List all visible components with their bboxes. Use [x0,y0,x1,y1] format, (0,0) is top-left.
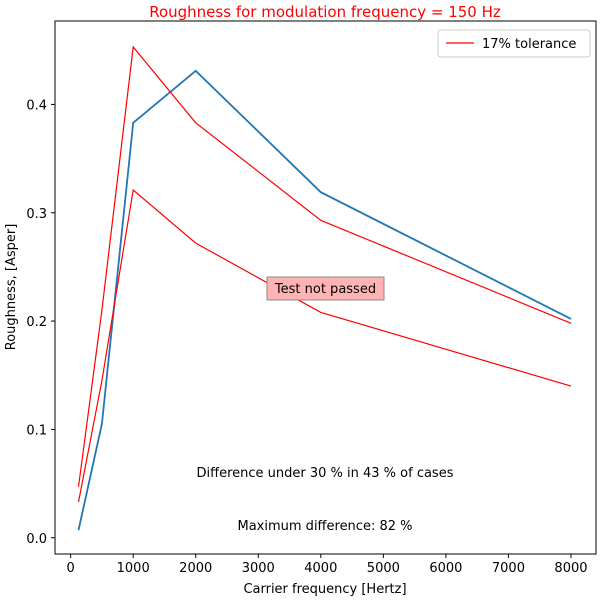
x-tick-label: 1000 [117,561,150,576]
x-tick-label: 4000 [304,561,337,576]
legend: 17% tolerance [437,29,591,58]
y-axis-label: Roughness, [Asper] [4,224,19,351]
status-text: Test not passed [274,282,376,297]
chart-title: Roughness for modulation frequency = 150… [149,3,501,21]
y-tick-label: 0.1 [26,423,47,438]
x-tick-label: 5000 [367,561,400,576]
x-axis: 0 1000 2000 3000 4000 5000 6000 7000 8000 [66,554,588,576]
x-axis-label: Carrier frequency [Hertz] [243,582,406,597]
x-tick-label: 3000 [242,561,275,576]
status-box [266,276,385,301]
plot-area [54,20,597,555]
series-line-tolerance-1 [77,45,572,487]
y-axis: 0.0 0.1 0.2 0.3 0.4 [26,98,55,547]
y-tick-label: 0.4 [26,98,47,113]
status-annotation: Test not passed [266,276,385,301]
series-line-roughness [77,69,572,531]
x-tick-label: 0 [66,561,74,576]
y-tick-label: 0.2 [26,315,47,330]
x-tick-label: 6000 [429,561,462,576]
maximum-difference-annotation: Maximum difference: 82 % [238,519,413,534]
legend-label: 17% tolerance [482,37,576,52]
x-tick-label: 2000 [179,561,212,576]
series-line-tolerance-2 [77,188,572,503]
y-tick-label: 0.0 [26,532,47,547]
x-tick-label: 7000 [492,561,525,576]
x-tick-label: 8000 [554,561,587,576]
y-tick-label: 0.3 [26,207,47,222]
difference-annotation: Difference under 30 % in 43 % of cases [197,466,454,481]
legend-box [437,29,591,58]
